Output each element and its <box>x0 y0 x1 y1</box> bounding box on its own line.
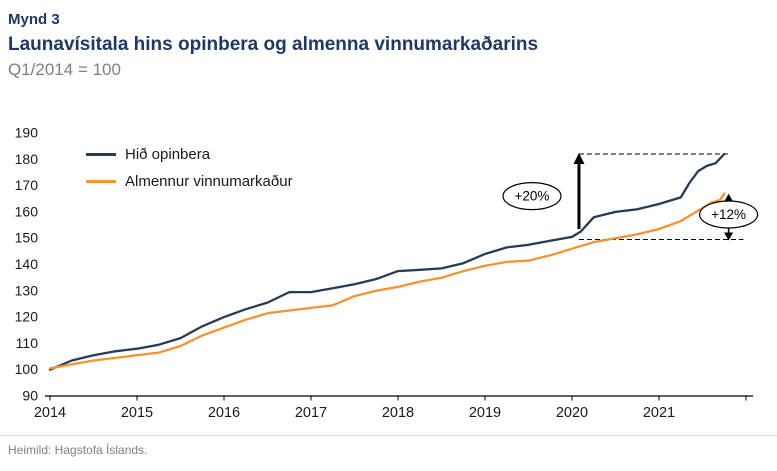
legend-label-public: Hið opinbera <box>125 146 211 164</box>
figure-number: Mynd 3 <box>8 11 60 28</box>
chart-legend: Hið opinbera Almennur vinnumarkaður <box>86 141 293 195</box>
arrow-head-up <box>724 194 734 203</box>
svg-text:2016: 2016 <box>208 405 240 421</box>
line-chart-canvas: 90 100 110 120 130 140 150 160 170 180 190 2014 2015… <box>15 125 759 421</box>
svg-text:100: 100 <box>15 361 39 377</box>
svg-text:+12%: +12% <box>711 207 746 222</box>
figure-footer: Heimild: Hagstofa Íslands. <box>0 435 777 457</box>
svg-text:90: 90 <box>22 388 38 404</box>
svg-text:2018: 2018 <box>382 405 414 421</box>
svg-text:2014: 2014 <box>34 405 66 421</box>
annotation-label-+20%: +20% <box>502 182 562 211</box>
annotation-overlays: +20% +12% <box>502 153 759 241</box>
svg-text:140: 140 <box>15 256 39 272</box>
svg-text:2020: 2020 <box>556 405 588 421</box>
legend-item-public: Hið opinbera <box>86 141 293 168</box>
wage-index-line-chart: 90 100 110 120 130 140 150 160 170 180 190 2014 2015… <box>0 113 777 425</box>
source-note: Heimild: Hagstofa Íslands. <box>8 443 148 458</box>
svg-text:170: 170 <box>15 177 39 193</box>
svg-text:2019: 2019 <box>469 405 501 421</box>
svg-text:180: 180 <box>15 151 39 167</box>
arrow-head-up <box>573 153 585 165</box>
figure-subtitle: Q1/2014 = 100 <box>8 60 121 80</box>
svg-text:2017: 2017 <box>295 405 327 421</box>
svg-text:150: 150 <box>15 230 39 246</box>
arrow-head-down <box>724 232 734 241</box>
figure-title: Launavísitala hins opinbera og almenna v… <box>8 33 539 55</box>
svg-text:160: 160 <box>15 204 39 220</box>
legend-label-private: Almennur vinnumarkaður <box>125 173 293 191</box>
legend-item-private: Almennur vinnumarkaður <box>86 168 293 195</box>
annotation-label-+12%: +12% <box>698 200 759 229</box>
svg-text:110: 110 <box>16 335 39 351</box>
y-axis-labels: 90 100 110 120 130 140 150 160 170 180 190 <box>15 125 39 404</box>
svg-text:120: 120 <box>15 309 39 325</box>
svg-text:130: 130 <box>15 283 39 299</box>
series-lines <box>48 153 726 372</box>
svg-text:2015: 2015 <box>121 405 153 421</box>
legend-swatch-private <box>86 180 116 184</box>
svg-text:190: 190 <box>15 125 39 141</box>
legend-swatch-public <box>86 153 116 157</box>
svg-text:+20%: +20% <box>515 189 550 204</box>
svg-text:2021: 2021 <box>643 405 675 421</box>
figure-header: Mynd 3 Launavísitala hins opinbera og al… <box>0 0 777 81</box>
series-line-public <box>48 153 726 372</box>
x-axis: 2014 2015 2016 2017 2018 2019 2020 2021 <box>34 395 753 421</box>
series-line-private <box>48 192 726 370</box>
